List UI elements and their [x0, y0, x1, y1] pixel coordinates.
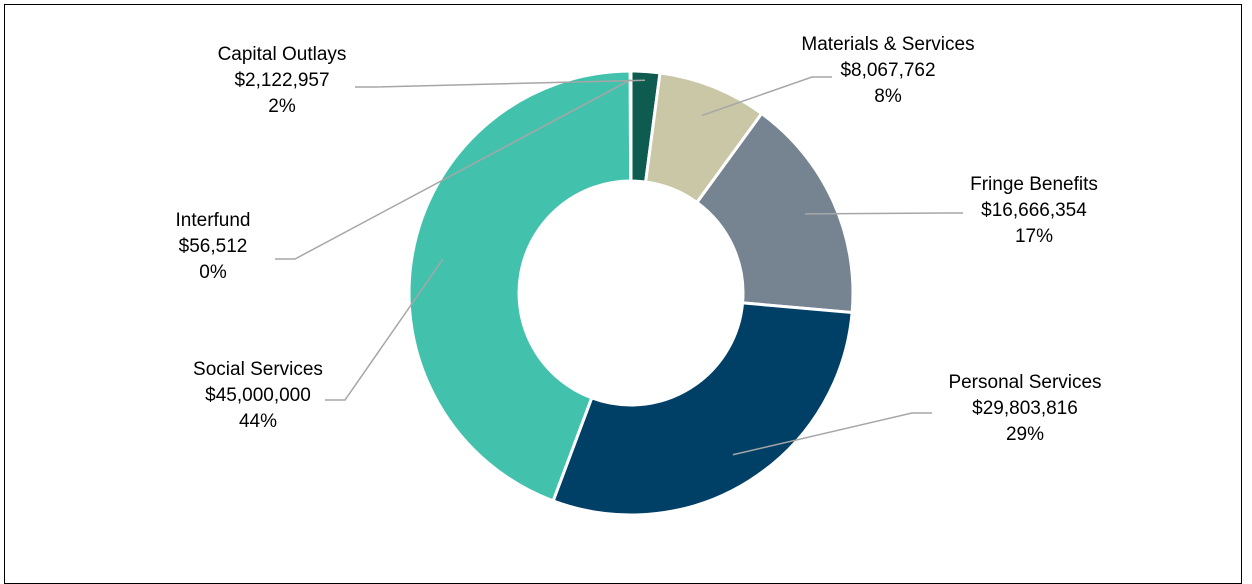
slice-personal-services — [551, 301, 854, 517]
leader-lines-group — [275, 76, 963, 456]
slice-label-amount: $45,000,000 — [205, 385, 311, 406]
slices-group — [407, 69, 855, 517]
slice-label-name: Interfund — [176, 210, 251, 231]
slice-label-name: Social Services — [193, 359, 323, 380]
leader-line — [701, 76, 832, 117]
slice-label-percent: 8% — [874, 86, 902, 107]
slice-label-amount: $29,803,816 — [972, 398, 1078, 419]
leader-line — [355, 79, 645, 88]
slice-label-percent: 0% — [199, 262, 227, 283]
slice-label-percent: 2% — [268, 96, 296, 117]
slice-label-name: Capital Outlays — [218, 44, 347, 65]
leader-line — [275, 79, 631, 260]
slice-label-name: Personal Services — [948, 372, 1101, 393]
slice-label-percent: 44% — [239, 411, 277, 432]
slice-label-percent: 29% — [1006, 424, 1044, 445]
slice-label-percent: 17% — [1015, 226, 1053, 247]
leader-line — [325, 258, 444, 401]
leader-line — [732, 412, 932, 456]
slice-social-services — [407, 69, 633, 503]
slice-label-amount: $16,666,354 — [981, 200, 1087, 221]
slice-label-amount: $8,067,762 — [840, 60, 935, 81]
leader-line — [805, 212, 963, 215]
slice-label-name: Materials & Services — [801, 34, 974, 55]
slice-label-amount: $2,122,957 — [234, 70, 329, 91]
slice-label-name: Fringe Benefits — [970, 174, 1098, 195]
slice-interfund — [628, 69, 633, 183]
slice-label-amount: $56,512 — [179, 236, 248, 257]
labels-group: Capital Outlays $2,122,957 2% Materials & S… — [176, 34, 1102, 445]
slice-fringe-benefits — [694, 111, 855, 315]
